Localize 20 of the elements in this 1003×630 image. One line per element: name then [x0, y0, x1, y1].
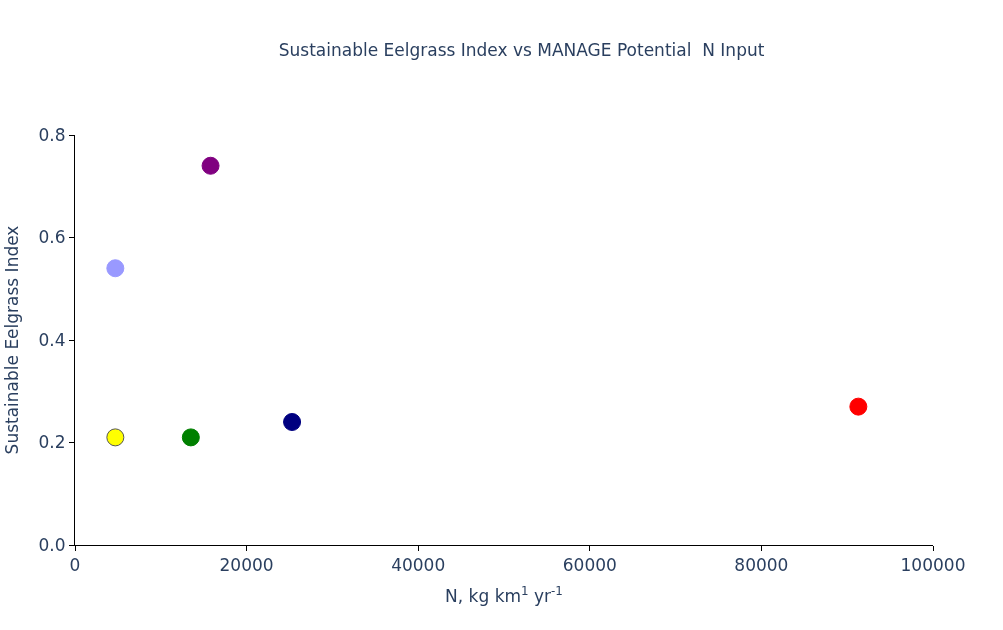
- x-tick-label: 100000: [900, 555, 966, 576]
- x-axis-title: N, kg km$^{1}$ yr$^{-1}$: [445, 583, 563, 606]
- y-tick-label: 0.4: [38, 329, 66, 350]
- x-tick-label: 0: [69, 555, 81, 576]
- point: [181, 428, 200, 447]
- point: [201, 156, 220, 175]
- x-tick-label: 80000: [734, 555, 789, 576]
- point: [849, 397, 868, 416]
- x-tick-label: 40000: [391, 555, 446, 576]
- y-tick-label: 0.0: [38, 534, 66, 555]
- x-tick-label: 20000: [219, 555, 274, 576]
- y-axis-title: Sustainable Eelgrass Index: [2, 225, 23, 455]
- point: [106, 259, 125, 278]
- y-tick-label: 0.6: [38, 227, 66, 248]
- chart-title: Sustainable Eelgrass Index vs MANAGE Potential N Input: [278, 40, 765, 60]
- point: [283, 413, 302, 431]
- y-tick-label: 0.8: [38, 124, 66, 145]
- point: [106, 428, 125, 447]
- y-tick-label: 0.2: [38, 432, 66, 453]
- x-tick-label: 60000: [562, 555, 617, 576]
